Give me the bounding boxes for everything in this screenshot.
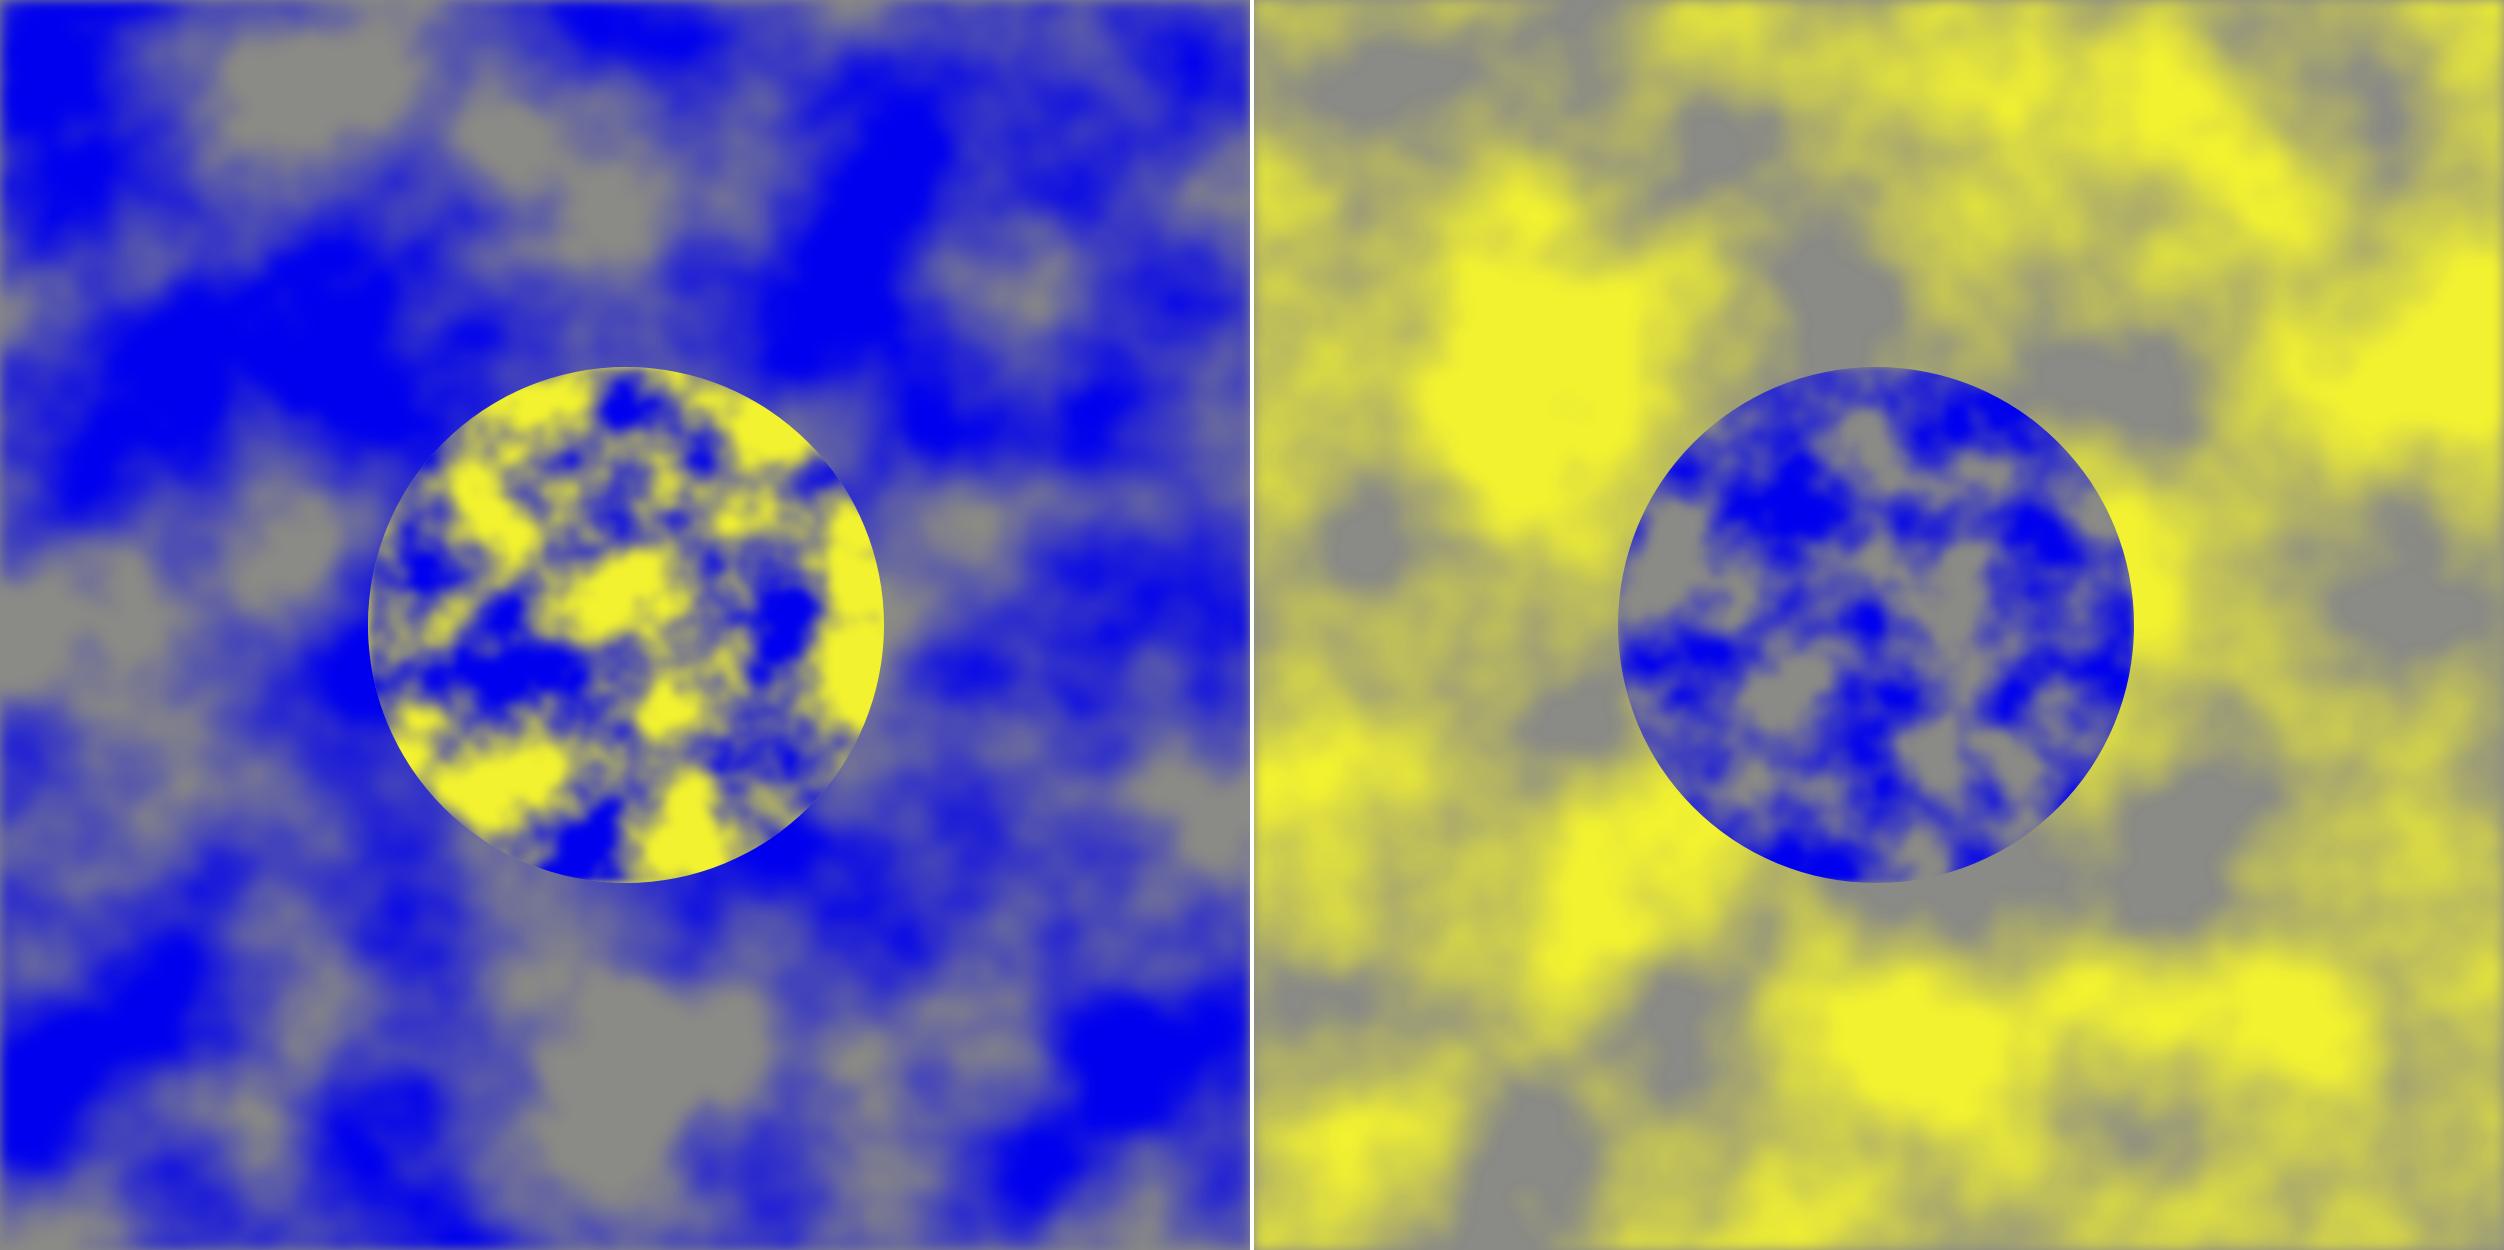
right-disc [1618,367,2134,883]
left-panel [0,0,1250,1250]
right-disc-blue-spots [1618,367,2134,883]
right-panel [1254,0,2504,1250]
panel-divider [1250,0,1254,1250]
left-disc-blue-spots [368,367,884,883]
left-disc [368,367,884,883]
